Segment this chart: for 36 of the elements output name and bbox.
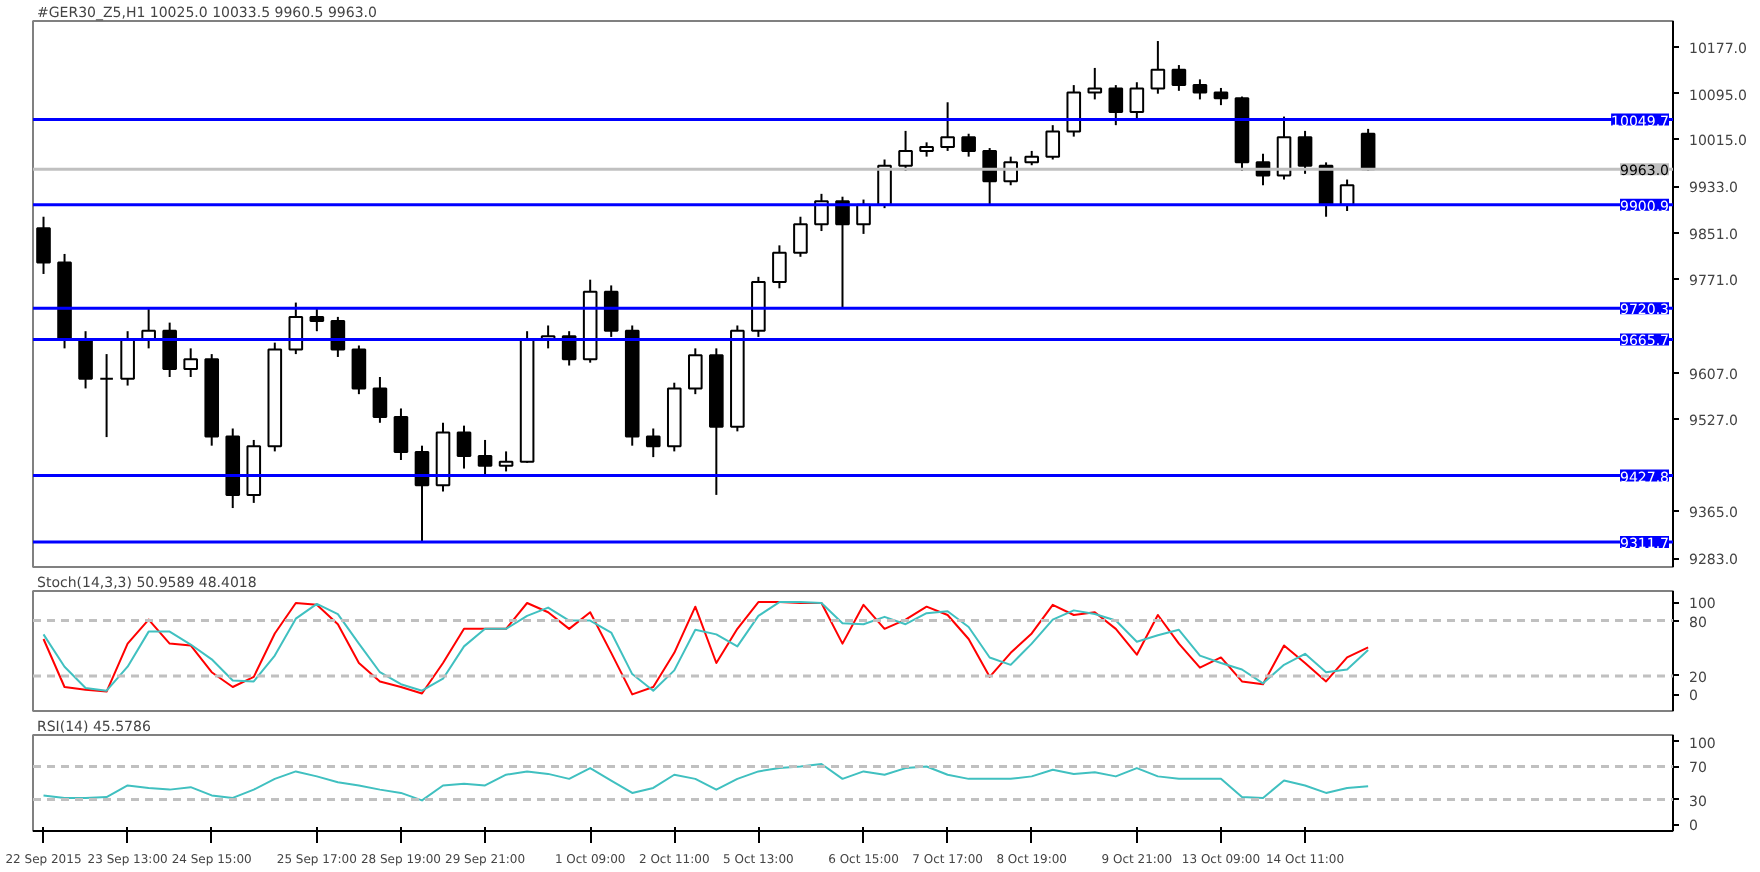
candlestick [961, 132, 976, 158]
line-series [42, 762, 1370, 802]
candlestick [1171, 64, 1187, 92]
candlestick [1297, 129, 1313, 175]
candlestick [856, 198, 871, 235]
candlestick [477, 438, 493, 476]
candlestick [603, 284, 619, 338]
candlestick [1150, 40, 1166, 95]
candlestick [309, 307, 325, 333]
candlestick [1360, 127, 1376, 172]
candlestick [982, 147, 997, 207]
candlestick [1087, 66, 1103, 101]
candlestick [1192, 78, 1208, 101]
candlestick [772, 244, 787, 290]
candlestick [1045, 124, 1061, 161]
candlestick [120, 330, 135, 387]
candlestick [372, 375, 388, 424]
candlestick [78, 330, 93, 390]
candlestick [940, 101, 955, 152]
candlestick [351, 344, 367, 396]
candlestick [498, 450, 514, 473]
candlestick [99, 353, 114, 439]
candlestick [793, 215, 808, 258]
candlestick [36, 215, 51, 275]
candlestick [898, 129, 913, 172]
candlestick [1276, 115, 1292, 181]
candlestick [835, 195, 850, 310]
candlestick [183, 347, 198, 378]
candlestick [1066, 84, 1082, 138]
candlestick [688, 347, 703, 396]
candlestick [645, 427, 661, 459]
candlestick [456, 424, 472, 470]
candlestick [393, 407, 409, 461]
candlestick [1108, 84, 1124, 127]
candlestick [1129, 81, 1145, 121]
candlestick [162, 321, 177, 378]
